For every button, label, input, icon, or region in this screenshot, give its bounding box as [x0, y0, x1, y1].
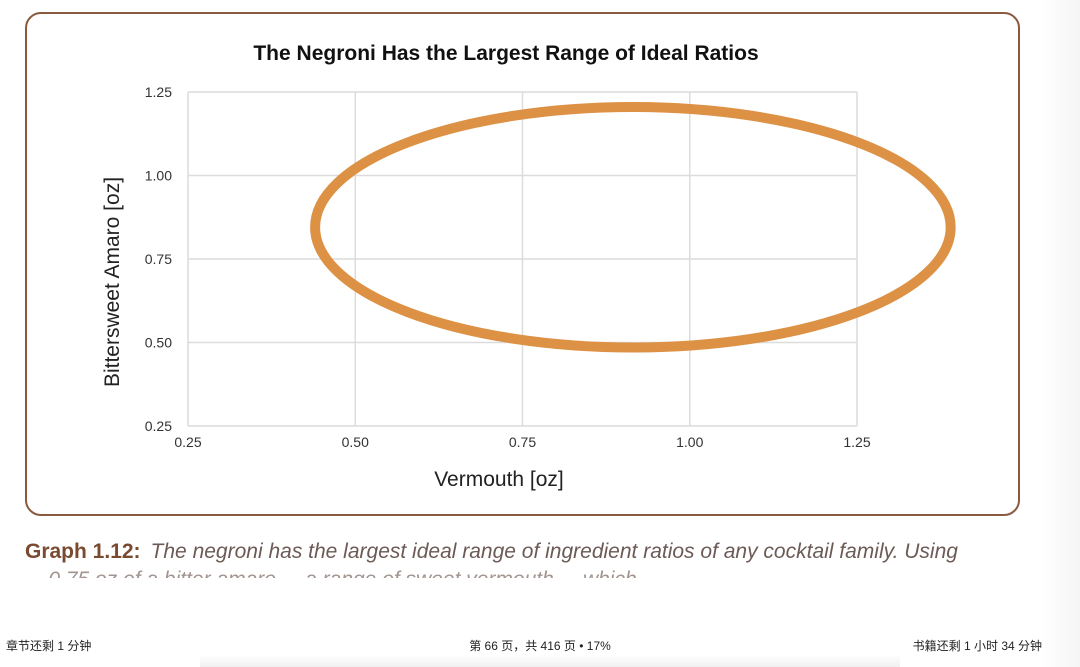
reader-status-bar: 章节还剩 1 分钟 第 66 页，共 416 页 • 17% 书籍还剩 1 小时… — [0, 630, 1080, 660]
plot-marks — [310, 102, 956, 353]
y-tick-label: 0.75 — [145, 251, 172, 267]
caption-next-line: ... 0.75 oz of a bitter amaro ... a rang… — [25, 566, 1065, 578]
y-tick-label: 1.25 — [145, 84, 172, 100]
y-tick-label: 1.00 — [145, 168, 172, 184]
y-tick-label: 0.50 — [145, 335, 172, 351]
x-axis-label: Vermouth [oz] — [434, 468, 564, 491]
figure-caption: Graph 1.12: The negroni has the largest i… — [25, 538, 1065, 566]
x-tick-label: 1.00 — [676, 434, 703, 450]
chart-title: The Negroni Has the Largest Range of Ide… — [253, 42, 758, 65]
negroni-range-ellipse — [310, 102, 956, 353]
x-tick-label: 0.75 — [509, 434, 536, 450]
caption-label: Graph 1.12: — [25, 540, 141, 563]
x-tick-label: 0.50 — [342, 434, 369, 450]
chapter-time-remaining: 章节还剩 1 分钟 — [6, 639, 92, 653]
book-time-remaining: 书籍还剩 1 小时 34 分钟 — [912, 639, 1042, 653]
negroni-ratio-chart: 0.25 0.50 0.75 1.00 1.25 0.25 0.50 0.75 1.00 1.25… — [101, 42, 956, 491]
page-position: 第 66 页，共 416 页 • 17% — [469, 639, 611, 653]
y-axis-label: Bittersweet Amaro [oz] — [101, 177, 124, 387]
tick-labels: 0.25 0.50 0.75 1.00 1.25 0.25 0.50 0.75 1.00 1.25 — [145, 84, 871, 450]
y-tick-label: 0.25 — [145, 418, 172, 434]
page-curl-shadow — [1040, 0, 1080, 667]
caption-text: The negroni has the largest ideal range … — [150, 540, 958, 563]
chart-card: 0.25 0.50 0.75 1.00 1.25 0.25 0.50 0.75 1.00 1.25… — [25, 12, 1020, 516]
grid — [187, 91, 858, 427]
x-tick-label: 0.25 — [174, 434, 201, 450]
bottom-shadow — [200, 655, 900, 667]
x-tick-label: 1.25 — [843, 434, 870, 450]
